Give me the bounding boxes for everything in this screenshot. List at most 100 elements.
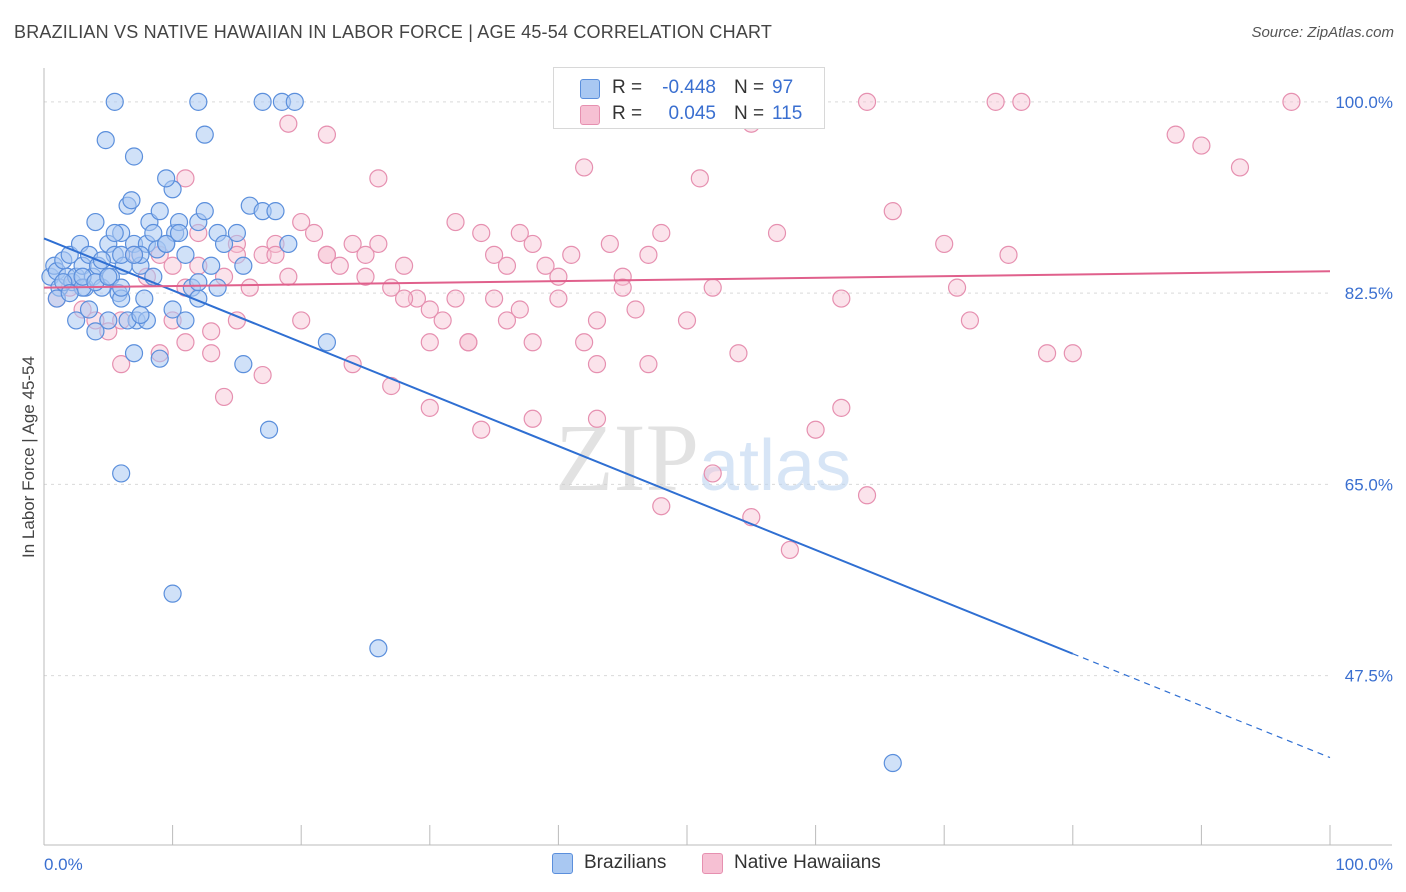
brazilian-point xyxy=(279,234,298,254)
brazilian-point xyxy=(202,256,221,275)
native-hawaiian-point xyxy=(549,267,568,286)
brazilian-point xyxy=(195,125,214,144)
native-hawaiian-point xyxy=(562,245,581,264)
native-hawaiian-point xyxy=(433,311,452,330)
blue-swatch xyxy=(580,79,600,99)
brazilian-point xyxy=(105,223,124,243)
native-hawaiian-point xyxy=(202,322,221,341)
brazilian-point xyxy=(131,305,150,325)
native-hawaiian-point xyxy=(240,278,259,297)
native-hawaiian-point xyxy=(510,300,529,319)
native-hawaiian-point xyxy=(652,223,671,243)
brazilian-point xyxy=(60,284,79,303)
native-hawaiian-point xyxy=(382,376,401,396)
native-hawaiian-point xyxy=(587,311,607,330)
native-hawaiian-point xyxy=(1282,92,1301,111)
brazilian-point xyxy=(176,245,195,264)
pink-r-value: 0.045 xyxy=(668,103,716,124)
brazilian-point xyxy=(214,234,234,254)
brazilian-point xyxy=(266,202,285,221)
brazilian-point xyxy=(99,267,118,286)
native-hawaiian-point xyxy=(1037,344,1057,363)
native-hawaiian-point xyxy=(279,114,298,133)
native-hawaiian-point xyxy=(690,169,709,188)
legend-label-native-hawaiians: Native Hawaiians xyxy=(734,852,881,873)
r-label: R = xyxy=(612,77,643,98)
grid-lines xyxy=(44,101,1330,677)
native-hawaiian-point xyxy=(960,311,980,330)
native-hawaiian-point xyxy=(549,289,568,308)
brazilian-point xyxy=(234,355,253,374)
y-tick-label: 82.5% xyxy=(1345,284,1393,303)
brazilian-point xyxy=(234,256,253,275)
blue-r-value: -0.448 xyxy=(662,77,716,98)
brazilian-point xyxy=(150,202,169,221)
brazilian-point xyxy=(122,191,141,210)
x-tick-label: 0.0% xyxy=(44,855,83,874)
native-hawaiian-point xyxy=(703,278,722,297)
brazilian-point xyxy=(86,212,105,232)
native-hawaiian-point xyxy=(832,289,851,308)
brazilian-point xyxy=(135,289,154,308)
y-tick-label: 65.0% xyxy=(1345,475,1393,494)
brazilian-point xyxy=(67,311,86,330)
native-hawaiian-point xyxy=(626,300,645,319)
native-hawaiian-point xyxy=(729,344,748,363)
native-hawaiian-point xyxy=(600,234,619,254)
native-hawaiian-point xyxy=(317,125,337,144)
brazilians-trend-extension xyxy=(1072,653,1331,759)
brazilian-point xyxy=(169,223,189,243)
brazilian-point xyxy=(189,92,208,111)
correlation-legend: R = -0.448 N = 97 R = 0.045 N = 115 xyxy=(553,67,825,129)
native-hawaiian-point xyxy=(1063,344,1082,363)
native-hawaiian-point xyxy=(112,355,131,374)
brazilian-point xyxy=(124,245,144,264)
native-hawaiian-point xyxy=(304,223,324,243)
brazilians-trend-line xyxy=(43,237,1074,655)
brazilian-point xyxy=(883,753,902,773)
native-hawaiian-point xyxy=(446,212,465,232)
y-tick-labels: 47.5% 65.0% 82.5% 100.0% xyxy=(1335,93,1393,686)
chart-source: Source: ZipAtlas.com xyxy=(1251,24,1394,41)
native-hawaiian-point xyxy=(202,344,221,363)
native-hawaiian-point xyxy=(767,223,787,243)
brazilian-point xyxy=(253,92,272,111)
native-hawaiian-point xyxy=(497,256,517,275)
native-hawaiian-point xyxy=(343,355,362,374)
brazilian-point xyxy=(163,300,182,319)
native-hawaiian-point xyxy=(639,355,658,374)
native-hawaiian-point xyxy=(356,245,375,264)
native-hawaiian-point xyxy=(176,333,195,352)
native-hawaiian-point xyxy=(497,311,517,330)
native-hawaiian-point xyxy=(420,333,439,352)
legend-row-blue: R = -0.448 N = 97 xyxy=(554,75,824,101)
native-hawaiian-point xyxy=(343,234,362,254)
brazilian-point xyxy=(112,464,131,483)
native-hawaiian-point xyxy=(857,92,877,111)
pink-swatch xyxy=(702,853,723,874)
y-axis-label: In Labor Force | Age 45-54 xyxy=(19,356,38,558)
series-legend: Brazilians Native Hawaiians xyxy=(0,852,1406,878)
native-hawaiian-point xyxy=(163,256,182,275)
native-hawaiian-point xyxy=(356,267,375,286)
watermark: ZIPatlas xyxy=(555,404,851,511)
native-hawaiian-point xyxy=(394,256,414,275)
chart-title: BRAZILIAN VS NATIVE HAWAIIAN IN LABOR FO… xyxy=(14,22,773,42)
native-hawaiian-point xyxy=(523,409,542,428)
blue-swatch xyxy=(552,853,573,874)
native-hawaiian-point xyxy=(652,497,671,516)
brazilian-point xyxy=(208,278,227,297)
native-hawaiian-point xyxy=(677,311,697,330)
native-hawaiian-point xyxy=(523,234,542,254)
native-hawaiian-point xyxy=(485,289,504,308)
brazilian-point xyxy=(124,344,144,363)
native-hawaiian-point xyxy=(947,278,967,297)
pink-swatch xyxy=(580,105,600,125)
native-hawaiian-point xyxy=(369,169,388,188)
brazilian-point xyxy=(285,92,304,111)
blue-n-value: 97 xyxy=(772,77,794,98)
brazilian-point xyxy=(189,273,208,292)
native-hawaiian-point xyxy=(292,311,311,330)
n-label: N = xyxy=(734,77,765,98)
